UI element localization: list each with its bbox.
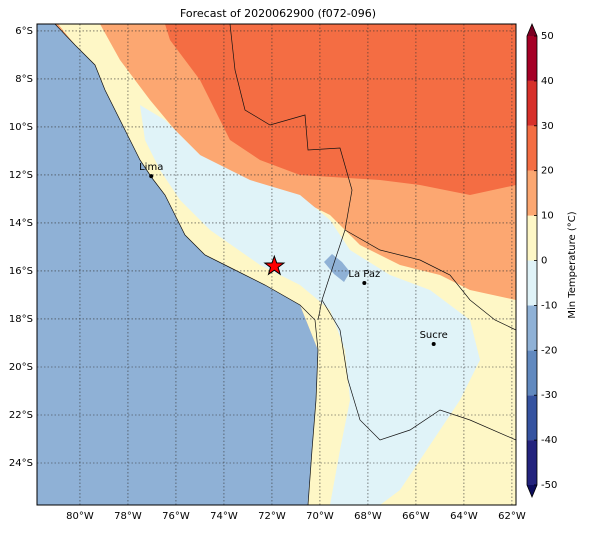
- colorbar-band: [527, 260, 537, 306]
- y-tick-label: 8°S: [15, 74, 33, 85]
- x-tick-label: 66°W: [402, 511, 430, 522]
- x-tick-label: 78°W: [114, 511, 142, 522]
- x-tick-label: 62°W: [498, 511, 526, 522]
- colorbar-extend: [527, 485, 537, 497]
- x-tick-label: 76°W: [162, 511, 190, 522]
- x-tick-label: 72°W: [258, 511, 286, 522]
- y-tick-label: 18°S: [9, 314, 33, 325]
- y-tick-label: 6°S: [15, 26, 33, 37]
- place-label: La Paz: [348, 269, 380, 280]
- colorbar-tick-label: 40: [541, 76, 554, 87]
- x-tick-label: 80°W: [66, 511, 94, 522]
- y-tick-label: 16°S: [9, 266, 33, 277]
- colorbar-band: [527, 125, 537, 171]
- x-tick-label: 70°W: [306, 511, 334, 522]
- y-tick-label: 12°S: [9, 170, 33, 181]
- place-dot: [362, 280, 367, 285]
- border: [229, 24, 353, 321]
- map: [37, 24, 516, 505]
- cold-region: [140, 105, 480, 505]
- place-dot: [431, 341, 436, 346]
- colorbar-band: [527, 80, 537, 126]
- y-tick-label: 14°S: [9, 218, 33, 229]
- y-tick-label: 24°S: [9, 458, 33, 469]
- x-tick-label: 64°W: [450, 511, 478, 522]
- border: [344, 229, 516, 331]
- star-marker: [263, 254, 286, 276]
- x-tick-label: 74°W: [210, 511, 238, 522]
- coastline: [54, 24, 319, 505]
- y-tick-label: 10°S: [9, 122, 33, 133]
- colorbar-tick-label: -20: [541, 345, 557, 356]
- title: Forecast of 2020062900 (f072-096): [180, 7, 376, 20]
- colorbar-tick-label: -50: [541, 480, 557, 491]
- colorbar-band: [527, 305, 537, 351]
- colorbar-band: [527, 440, 537, 485]
- colorbar-tick-label: -30: [541, 390, 557, 401]
- place-label: Sucre: [420, 330, 448, 341]
- place-dot: [149, 174, 154, 179]
- colorbar-tick-label: 30: [541, 121, 554, 132]
- colorbar-band: [527, 36, 537, 81]
- colorbar-band: [527, 215, 537, 261]
- y-tick-label: 20°S: [9, 362, 33, 373]
- colorbar-tick-label: 50: [541, 31, 554, 42]
- lake: [324, 254, 350, 282]
- colorbar-band: [527, 395, 537, 441]
- border: [321, 299, 516, 441]
- map-frame: [36, 23, 517, 506]
- colorbar-label: Min Temperature (°C): [567, 211, 578, 318]
- colorbar-band: [527, 350, 537, 396]
- colorbar-band: [527, 170, 537, 216]
- place-label: Lima: [139, 162, 163, 173]
- y-tick-label: 22°S: [9, 410, 33, 421]
- x-tick-label: 68°W: [354, 511, 382, 522]
- colorbar-tick-label: 10: [541, 211, 554, 222]
- warm-region: [165, 24, 516, 195]
- colorbar-tick-label: -40: [541, 435, 557, 446]
- colorbar-tick-label: -10: [541, 300, 557, 311]
- colorbar-tick-label: 20: [541, 166, 554, 177]
- colorbar-extend: [527, 24, 537, 36]
- colorbar-tick-label: 0: [541, 256, 547, 267]
